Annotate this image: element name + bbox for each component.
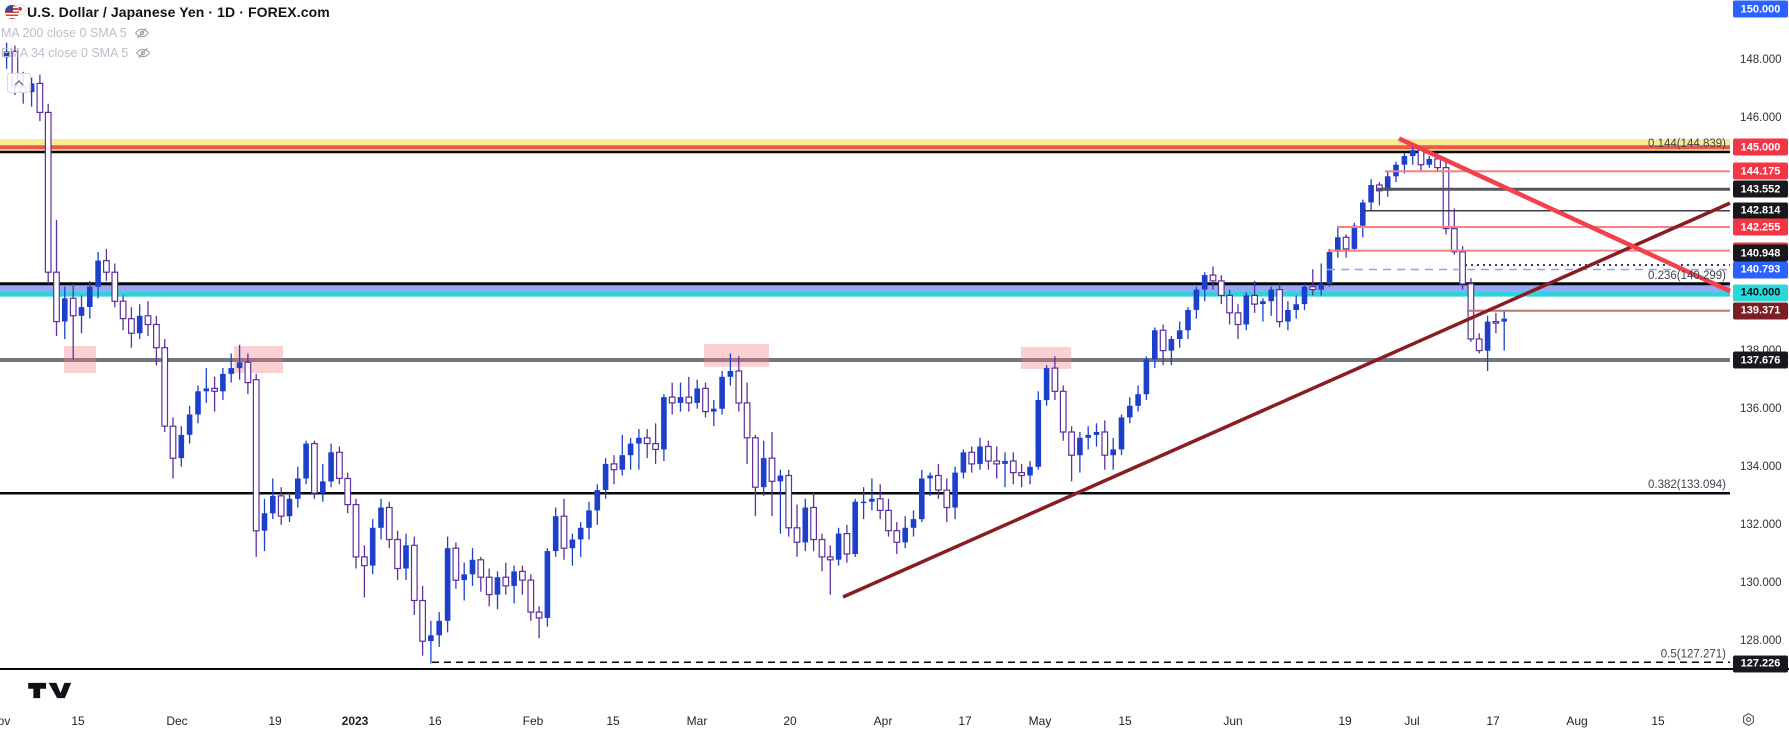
candlestick-chart: 0.144(144.839) 0.236(140.299) 0.382(133.09… <box>0 42 1731 664</box>
price-level-badge: 144.175 <box>1733 162 1788 180</box>
price-level-badge: 137.676 <box>1733 351 1788 369</box>
time-axis-label: 17 <box>1486 714 1500 728</box>
price-level-badge: 142.255 <box>1733 218 1788 236</box>
price-axis-label: 148.000 <box>1740 54 1782 67</box>
price-level-badge: 143.552 <box>1733 180 1788 198</box>
indicator-row-ma200[interactable]: MA 200 close 0 SMA 5 <box>1 25 150 41</box>
time-axis-label: 20 <box>783 714 797 728</box>
price-axis-label: 146.000 <box>1740 112 1782 125</box>
time-axis-label: 15 <box>71 714 85 728</box>
price-axis-label: 136.000 <box>1740 402 1782 415</box>
settings-icon[interactable] <box>1739 710 1757 728</box>
time-axis-label: Dec <box>166 714 188 728</box>
price-level-badge: 142.814 <box>1733 202 1788 220</box>
time-axis-label: Mar <box>686 714 708 728</box>
symbol-header[interactable]: U.S. Dollar / Japanese Yen · 1D · FOREX.… <box>5 4 330 20</box>
legend-collapse-button[interactable] <box>7 73 31 93</box>
indicator-label: EMA 34 close 0 SMA 5 <box>1 46 129 60</box>
us-flag-icon <box>5 5 19 19</box>
time-axis[interactable]: ov 15 Dec 19 2023 16 Feb 15 Mar 20 Apr 17 May 15 Jun 19… <box>0 670 1789 733</box>
price-axis-label: 128.000 <box>1740 635 1782 648</box>
time-axis-label: Jun <box>1223 714 1243 728</box>
time-axis-label: 17 <box>958 714 972 728</box>
price-axis[interactable]: 148.000146.000138.000136.000134.000132.0… <box>1733 0 1789 673</box>
svg-text:0.382(133.094): 0.382(133.094) <box>1648 479 1726 491</box>
symbol-flag-icon <box>5 4 27 20</box>
time-axis-label: 15 <box>1118 714 1132 728</box>
chevron-up-icon <box>14 80 24 86</box>
price-level-badge: 139.371 <box>1733 302 1788 320</box>
svg-text:0.144(144.839): 0.144(144.839) <box>1648 138 1726 150</box>
indicator-row-ema34[interactable]: EMA 34 close 0 SMA 5 <box>1 45 151 61</box>
tradingview-logo-icon[interactable] <box>27 682 72 699</box>
chart-pane[interactable]: 0.144(144.839) 0.236(140.299) 0.382(133.09… <box>0 0 1789 670</box>
indicator-label: MA 200 close 0 SMA 5 <box>1 26 127 40</box>
eye-off-icon[interactable] <box>135 45 151 61</box>
eye-off-icon[interactable] <box>134 25 150 41</box>
price-axis-label: 132.000 <box>1740 518 1782 531</box>
time-axis-label: 19 <box>268 714 282 728</box>
time-axis-label: 19 <box>1338 714 1352 728</box>
price-level-badge: 145.000 <box>1733 138 1788 156</box>
time-axis-label: 15 <box>1651 714 1665 728</box>
time-axis-label: 16 <box>428 714 442 728</box>
time-axis-label: Apr <box>873 714 893 728</box>
price-level-badge: 140.948 <box>1733 244 1788 262</box>
svg-text:0.236(140.299): 0.236(140.299) <box>1648 270 1726 282</box>
time-axis-label: ov <box>0 714 11 728</box>
price-axis-label: 130.000 <box>1740 577 1782 589</box>
price-axis-label: 134.000 <box>1740 460 1782 473</box>
price-level-badge: 150.000 <box>1733 0 1788 18</box>
svg-text:0.5(127.271): 0.5(127.271) <box>1661 648 1726 660</box>
symbol-title: U.S. Dollar / Japanese Yen · 1D · FOREX.… <box>27 4 330 20</box>
time-axis-label: Aug <box>1566 714 1588 728</box>
price-level-badge: 127.226 <box>1733 655 1788 673</box>
price-level-badge: 140.000 <box>1733 284 1788 301</box>
price-level-badge: 140.793 <box>1733 261 1788 278</box>
time-axis-label: May <box>1028 714 1052 728</box>
time-axis-label: Feb <box>522 714 544 728</box>
time-axis-label: 15 <box>606 714 620 728</box>
time-axis-label: 2023 <box>341 714 369 728</box>
time-axis-label: Jul <box>1404 714 1420 728</box>
